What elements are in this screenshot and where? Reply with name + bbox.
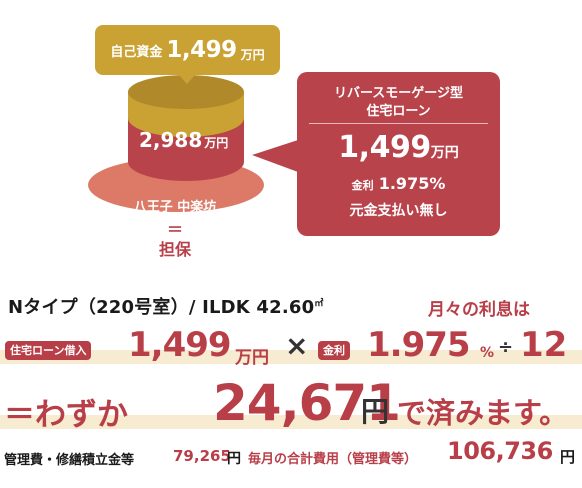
equity-unit: 万円 <box>240 47 265 62</box>
loan-rate-value: 1.975% <box>378 174 446 193</box>
formula-rate-value: 1.975 <box>367 325 471 365</box>
loan-amount: 1,499万円 <box>297 130 500 165</box>
loan-pill: 住宅ローン借入 <box>5 341 92 360</box>
loan-divider <box>309 123 488 124</box>
unit-type-line: Nタイプ（220号室）/ ILDK 42.60㎡ <box>8 293 324 319</box>
property-amount: 2,988 万円 <box>139 128 259 152</box>
loan-title-line2: 住宅ローン <box>366 104 431 119</box>
result-unit: 円 <box>361 395 390 428</box>
formula-rate-percent: % <box>480 345 495 361</box>
collateral-label: 担保 <box>158 240 191 259</box>
equity-amount: 1,499 <box>166 37 237 63</box>
equity-label: 自己資金 <box>110 44 163 60</box>
rate-pill: 金利 <box>318 341 350 360</box>
highlight-band-2 <box>0 415 582 429</box>
fee-value: 79,265 <box>173 447 231 465</box>
loan-title-line1: リバースモーゲージ型 <box>333 86 464 101</box>
property-amount-unit: 万円 <box>204 136 229 150</box>
monthly-interest-label: 月々の利息は <box>428 300 530 320</box>
total-label: 毎月の合計費用（管理費等） <box>248 452 418 467</box>
fee-unit: 円 <box>227 451 241 467</box>
formula-loan-amount: 1,499 <box>128 325 232 365</box>
loan-rate-label: 金利 <box>351 179 374 192</box>
loan-amount-value: 1,499 <box>338 130 431 165</box>
equity-callout-pointer <box>178 74 196 84</box>
highlight-band-1 <box>0 350 582 364</box>
result-suffix: で済みます。 <box>397 396 569 430</box>
unit-type-sqm: ㎡ <box>314 299 324 309</box>
equity-callout: 自己資金 1,499 万円 <box>95 25 280 75</box>
collateral-diagram <box>88 74 298 212</box>
formula-loan-unit: 万円 <box>235 348 269 368</box>
formula-divisor: 12 <box>520 325 568 365</box>
unit-type-text: Nタイプ（220号室）/ ILDK 42.60 <box>8 297 315 318</box>
result-amount: 24,671 <box>213 374 401 432</box>
times-sign: × <box>285 329 309 362</box>
cylinder-top <box>128 75 244 109</box>
total-value: 106,736 <box>447 437 553 465</box>
result-prefix: ＝わずか <box>4 397 128 433</box>
divide-sign: ÷ <box>498 337 514 358</box>
loan-callout-pointer <box>252 140 298 172</box>
equals-mark: ＝ <box>166 220 183 239</box>
loan-note: 元金支払い無し <box>349 203 448 219</box>
loan-amount-unit: 万円 <box>430 145 459 161</box>
loan-rate: 金利 1.975% <box>297 174 500 193</box>
property-amount-value: 2,988 <box>139 128 203 152</box>
property-name: 八王子 中楽坊 <box>133 200 217 215</box>
fee-label: 管理費・修繕積立金等 <box>4 453 135 468</box>
loan-callout: リバースモーゲージ型 住宅ローン 1,499万円 金利 1.975% 元金支払い… <box>297 72 500 236</box>
total-unit: 円 <box>560 448 576 466</box>
